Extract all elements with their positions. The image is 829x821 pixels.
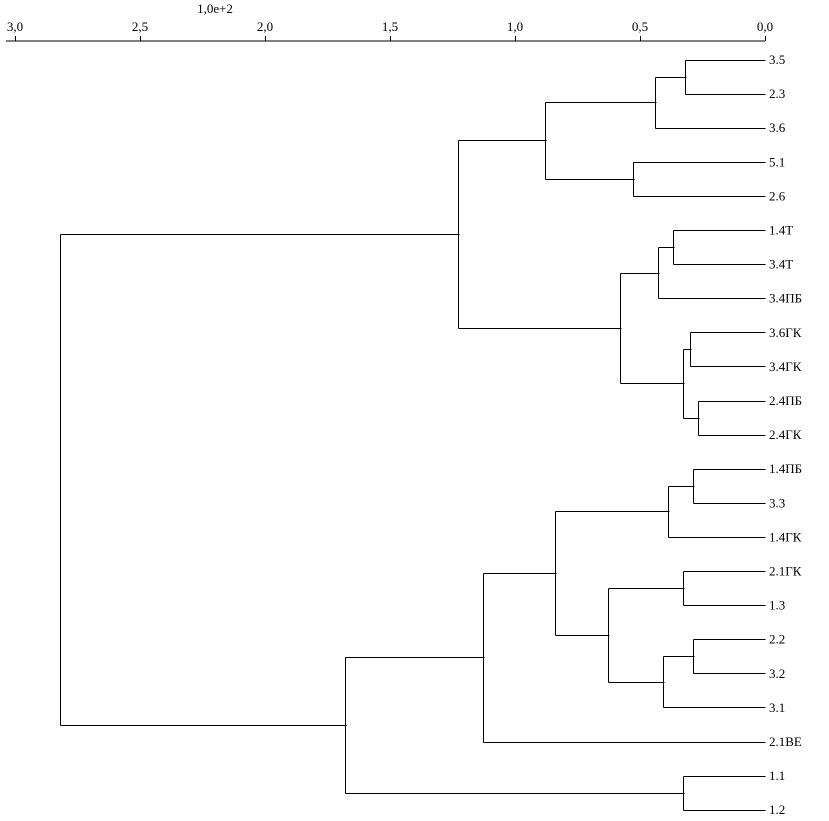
- axis-tick-label: 2,0: [257, 19, 273, 34]
- leaf-label: 2.2: [769, 632, 785, 647]
- leaf-label: 2.1ВЕ: [769, 734, 802, 749]
- axis-ticks: 3,0 2,5 2,0 1,5 1,0 0,5 0,0: [7, 19, 773, 41]
- leaf-label: 3.4Т: [769, 257, 793, 272]
- leaf-label: 1.1: [769, 768, 785, 783]
- leaf-label: 2.4ПБ: [769, 393, 802, 408]
- dendrogram-branches: [60, 60, 766, 811]
- leaf-label: 1.2: [769, 802, 785, 817]
- leaf-label: 3.4ГК: [769, 359, 802, 374]
- leaf-label: 1.4Т: [769, 223, 793, 238]
- leaf-labels: 3.5 2.3 3.6 5.1 2.6 1.4Т 3.4Т 3.4ПБ 3.6ГК 3.4ГК 2.…: [769, 52, 802, 817]
- axis-scale-label: 1,0e+2: [197, 1, 233, 16]
- axis-tick-label: 3,0: [7, 19, 23, 34]
- leaf-label: 2.1ГК: [769, 564, 802, 579]
- axis-tick-label: 0,0: [757, 19, 773, 34]
- leaf-label: 2.6: [769, 188, 786, 203]
- leaf-label: 3.6: [769, 120, 786, 135]
- leaf-label: 3.1: [769, 700, 785, 715]
- leaf-label: 5.1: [769, 154, 785, 169]
- leaf-label: 1.3: [769, 598, 785, 613]
- leaf-label: 2.3: [769, 86, 785, 101]
- leaf-label: 3.6ГК: [769, 325, 802, 340]
- leaf-label: 3.4ПБ: [769, 291, 802, 306]
- axis-tick-label: 1,0: [507, 19, 523, 34]
- leaf-label: 3.2: [769, 666, 785, 681]
- axis-tick-label: 0,5: [632, 19, 648, 34]
- leaf-label: 3.3: [769, 495, 785, 510]
- axis-tick-label: 1,5: [382, 19, 398, 34]
- leaf-label: 2.4ГК: [769, 427, 802, 442]
- leaf-label: 1.4ПБ: [769, 461, 802, 476]
- leaf-label: 3.5: [769, 52, 785, 67]
- axis-tick-label: 2,5: [132, 19, 148, 34]
- leaf-label: 1.4ГК: [769, 529, 802, 544]
